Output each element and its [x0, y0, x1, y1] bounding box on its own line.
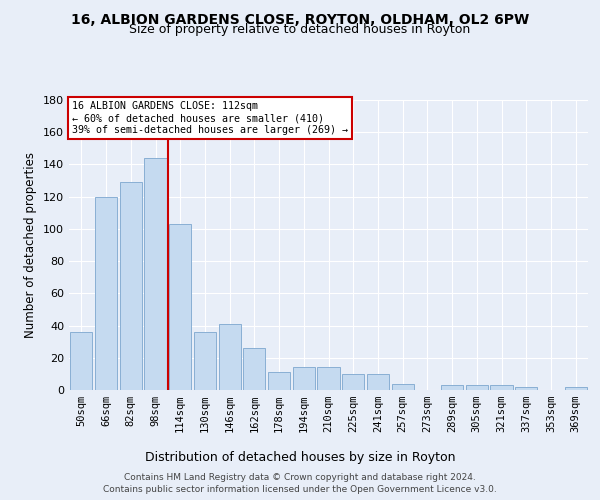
- Bar: [293, 368, 315, 390]
- Bar: [70, 332, 92, 390]
- Y-axis label: Number of detached properties: Number of detached properties: [25, 152, 37, 338]
- Bar: [515, 387, 538, 390]
- Bar: [194, 332, 216, 390]
- Bar: [466, 385, 488, 390]
- Bar: [441, 385, 463, 390]
- Bar: [490, 385, 512, 390]
- Bar: [95, 196, 117, 390]
- Text: Distribution of detached houses by size in Royton: Distribution of detached houses by size …: [145, 451, 455, 464]
- Bar: [367, 374, 389, 390]
- Text: Contains public sector information licensed under the Open Government Licence v3: Contains public sector information licen…: [103, 484, 497, 494]
- Bar: [145, 158, 167, 390]
- Text: 16 ALBION GARDENS CLOSE: 112sqm
← 60% of detached houses are smaller (410)
39% o: 16 ALBION GARDENS CLOSE: 112sqm ← 60% of…: [71, 102, 347, 134]
- Bar: [218, 324, 241, 390]
- Bar: [119, 182, 142, 390]
- Bar: [169, 224, 191, 390]
- Text: Contains HM Land Registry data © Crown copyright and database right 2024.: Contains HM Land Registry data © Crown c…: [124, 473, 476, 482]
- Bar: [268, 372, 290, 390]
- Bar: [392, 384, 414, 390]
- Text: 16, ALBION GARDENS CLOSE, ROYTON, OLDHAM, OL2 6PW: 16, ALBION GARDENS CLOSE, ROYTON, OLDHAM…: [71, 12, 529, 26]
- Bar: [317, 368, 340, 390]
- Bar: [342, 374, 364, 390]
- Text: Size of property relative to detached houses in Royton: Size of property relative to detached ho…: [130, 22, 470, 36]
- Bar: [565, 387, 587, 390]
- Bar: [243, 348, 265, 390]
